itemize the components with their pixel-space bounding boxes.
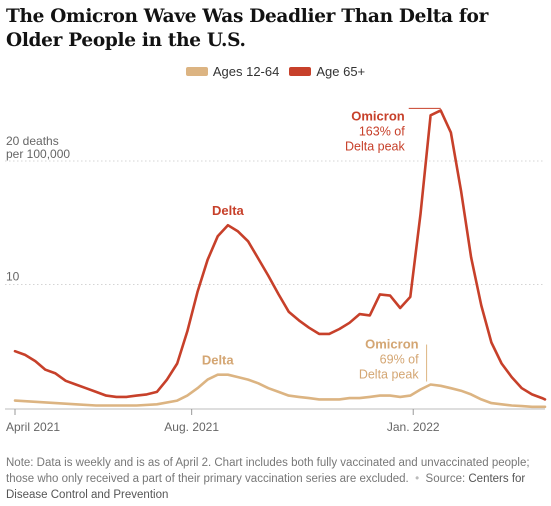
legend-swatch-ages-12-64: [185, 67, 208, 76]
legend-item-ages-12-64: Ages 12-64: [185, 64, 280, 79]
annotation-omicron-old-line1: 163% of: [359, 124, 405, 138]
footnote: Note: Data is weekly and is as of April …: [6, 455, 546, 503]
annotations: Delta Omicron 163% of Delta peak Delta O…: [202, 107, 441, 382]
gridlines: [5, 160, 545, 410]
series-line-ages-12-64: [13, 373, 547, 409]
annotation-omicron-young-line2: Delta peak: [359, 368, 420, 382]
x-axis: April 2021 Aug. 2021 Jan. 2022: [6, 409, 440, 434]
legend-swatch-age-65-plus: [289, 67, 312, 76]
legend-item-age-65-plus: Age 65+: [289, 64, 365, 79]
annotation-delta-young: Delta: [202, 353, 235, 368]
y-tick-label-20-line1: 20 deaths: [6, 134, 59, 148]
annotation-omicron-young-title: Omicron: [365, 337, 419, 352]
x-tick-label-1: Aug. 2021: [164, 420, 219, 434]
x-tick-label-2: Jan. 2022: [387, 420, 440, 434]
chart-title: The Omicron Wave Was Deadlier Than Delta…: [6, 6, 489, 51]
y-tick-label-20-line2: per 100,000: [6, 147, 70, 161]
annotation-omicron-old-line2: Delta peak: [345, 139, 406, 153]
annotation-delta-old: Delta: [212, 203, 245, 218]
legend-label-age-65-plus: Age 65+: [316, 64, 366, 79]
footnote-separator: •: [411, 473, 423, 485]
source-name: Centers for Disease Control and Preventi…: [6, 473, 526, 501]
annotation-omicron-young-line1: 69% of: [380, 353, 419, 367]
x-tick-label-0: April 2021: [6, 420, 60, 434]
footnote-text: Note: Data is weekly and is as of April …: [6, 457, 530, 485]
y-tick-label-10: 10: [6, 270, 20, 284]
series-lines: [13, 109, 547, 409]
legend-label-ages-12-64: Ages 12-64: [212, 64, 280, 79]
y-axis-labels: 20 deaths per 100,000 10: [6, 134, 70, 284]
source-label: Source:: [425, 473, 466, 485]
annotation-omicron-old-title: Omicron: [351, 108, 405, 123]
legend: Ages 12-64 Age 65+: [0, 64, 551, 79]
series-line-age-65-: [13, 109, 547, 401]
